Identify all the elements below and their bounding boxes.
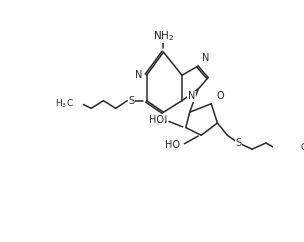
- Text: H$_3$C: H$_3$C: [55, 98, 74, 110]
- Text: NH$_2$: NH$_2$: [153, 29, 174, 43]
- Text: HO: HO: [149, 115, 164, 125]
- Text: CH$_3$: CH$_3$: [300, 141, 304, 154]
- Text: O: O: [217, 91, 224, 101]
- Text: N: N: [202, 53, 209, 63]
- Text: N: N: [135, 70, 143, 80]
- Text: HO: HO: [165, 140, 180, 150]
- Text: N: N: [160, 115, 167, 125]
- Text: S: S: [235, 138, 241, 148]
- Text: S: S: [128, 96, 134, 106]
- Text: N: N: [188, 91, 195, 101]
